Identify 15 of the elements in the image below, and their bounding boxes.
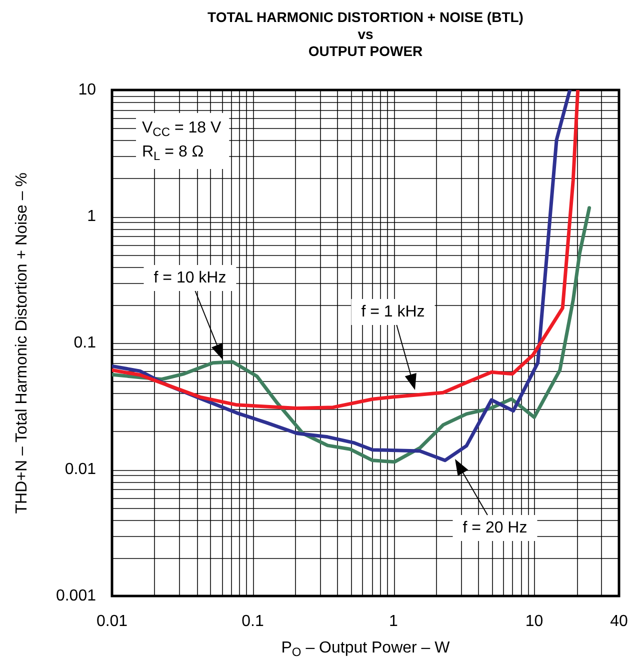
x-tick-label: 10: [525, 613, 544, 630]
x-tick-label: 0.01: [96, 613, 128, 630]
chart-title: TOTAL HARMONIC DISTORTION + NOISE (BTL) vs OUTPUT POWER: [208, 8, 524, 59]
x-tick-label: 40: [610, 613, 628, 630]
y-tick-label: 0.01: [64, 460, 96, 478]
annotation: f = 20 Hz: [462, 519, 528, 536]
y-tick-label: 1: [87, 208, 96, 225]
x-tick-label: 0.1: [242, 613, 264, 630]
y-tick-label: 0.1: [74, 334, 96, 352]
annotation: f = 10 kHz: [154, 269, 226, 286]
y-tick-label: 10: [78, 81, 96, 98]
x-tick-label: 1: [389, 613, 398, 630]
y-tick-label: 0.001: [56, 587, 96, 604]
y-axis-title: THD+N – Total Harmonic Distortion + Noise – %: [13, 172, 30, 514]
annotation: f = 1 kHz: [361, 303, 425, 320]
